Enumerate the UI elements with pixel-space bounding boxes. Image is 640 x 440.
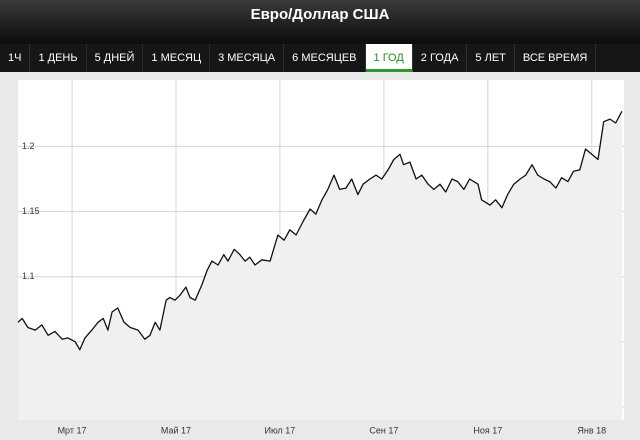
x-tick-label: Июл 17 bbox=[265, 425, 296, 435]
x-tick-label: Май 17 bbox=[161, 425, 191, 435]
chart-title: Евро/Доллар США bbox=[250, 6, 390, 23]
tab-bar: 1Ч 1 ДЕНЬ 5 ДНЕЙ 1 МЕСЯЦ 3 МЕСЯЦА 6 МЕСЯЦЕВ 1 … bbox=[0, 44, 640, 72]
x-tick-label: Ноя 17 bbox=[473, 425, 502, 435]
tab[interactable]: 6 МЕСЯЦЕВ bbox=[284, 44, 366, 72]
header: Евро/Доллар США bbox=[0, 0, 640, 44]
y-tick-label: 1.15 bbox=[22, 206, 40, 216]
x-tick-label: Янв 18 bbox=[577, 425, 606, 435]
tab[interactable]: 1Ч bbox=[0, 44, 31, 72]
tab[interactable]: 1 ДЕНЬ bbox=[30, 44, 87, 72]
tab[interactable]: 1 МЕСЯЦ bbox=[143, 44, 211, 72]
y-tick-label: 1.2 bbox=[22, 141, 35, 151]
tab[interactable]: 3 МЕСЯЦА bbox=[210, 44, 285, 72]
y-tick-label: 1.1 bbox=[22, 271, 35, 281]
tab[interactable]: 5 ДНЕЙ bbox=[87, 44, 144, 72]
x-tick-label: Мрт 17 bbox=[58, 425, 87, 435]
tab[interactable]: 2 ГОДА bbox=[413, 44, 468, 72]
area bbox=[18, 111, 622, 421]
tab[interactable]: 1 ГОД bbox=[365, 44, 413, 72]
tab[interactable]: ВСЕ ВРЕМЯ bbox=[515, 44, 597, 72]
tab[interactable]: 5 ЛЕТ bbox=[467, 44, 515, 72]
line bbox=[17, 110, 623, 351]
x-tick-label: Сен 17 bbox=[369, 425, 398, 435]
